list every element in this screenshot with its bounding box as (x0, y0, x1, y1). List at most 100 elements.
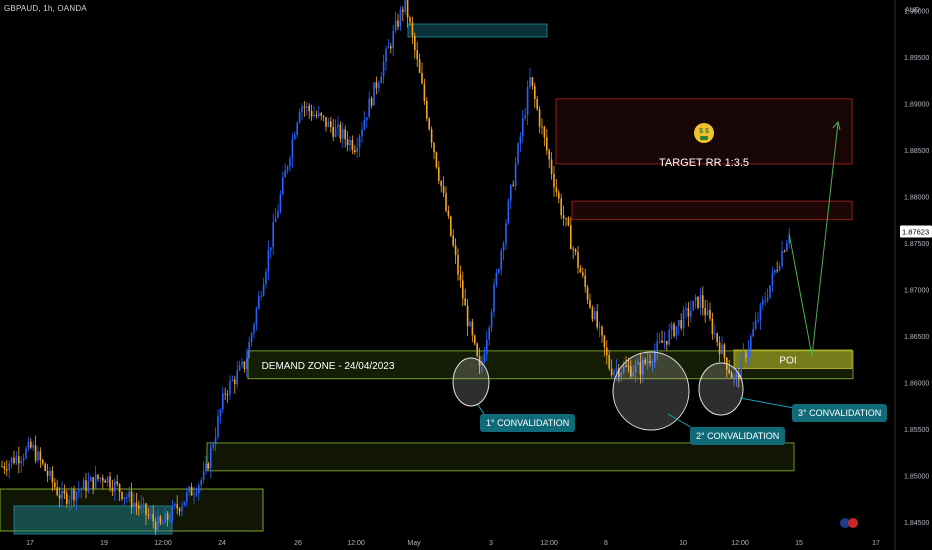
y-tick-label: 1.89500 (904, 55, 929, 62)
candle-body (476, 343, 478, 357)
candle-body (663, 340, 666, 343)
candle-body (1, 466, 3, 468)
candle-body (145, 503, 147, 515)
candle-body (538, 109, 541, 127)
candle-body (680, 320, 682, 329)
target-label: TARGET RR 1:3.5 (659, 157, 749, 169)
candle-body (392, 30, 394, 49)
money-face-eyes: $ $ (699, 128, 709, 135)
candle-body (154, 521, 157, 531)
candle-body (445, 192, 447, 211)
candle-body (428, 118, 430, 130)
candle-body (322, 115, 325, 118)
candle-body (418, 59, 421, 73)
zone-lower-demand-zone (206, 442, 795, 472)
candle-body (258, 295, 260, 309)
candle-body (32, 445, 34, 448)
candle-body (452, 235, 454, 246)
candle-body (183, 501, 186, 506)
candle-body (402, 9, 404, 12)
candle-body (514, 163, 517, 186)
candle-body (735, 373, 738, 378)
candle-body (272, 222, 274, 248)
price-axis-bg (895, 0, 932, 550)
candle-body (627, 366, 630, 368)
candle-body (78, 490, 80, 492)
y-tick-label: 1.86000 (904, 381, 929, 388)
candle-body (450, 216, 452, 236)
candle-body (519, 136, 522, 144)
candle-body (546, 137, 548, 151)
y-tick-label: 1.89000 (904, 102, 929, 109)
candle-body (740, 357, 742, 379)
candle-body (723, 344, 726, 358)
candle-body (8, 463, 10, 471)
candle-body (469, 321, 471, 327)
x-tick-label: 12:00 (154, 540, 172, 547)
candle-body (464, 298, 466, 306)
x-tick-label: 19 (100, 540, 108, 547)
candle-body (574, 249, 577, 253)
connector-1 (477, 404, 485, 415)
candle-body (534, 86, 536, 100)
candle-body (152, 514, 154, 522)
candle-body (339, 124, 342, 139)
candle-body (27, 441, 30, 449)
y-tick-label: 1.88500 (904, 148, 929, 155)
candle-body (582, 272, 584, 276)
candle-body (505, 223, 507, 244)
y-tick-label: 1.88000 (904, 195, 929, 202)
candle-body (738, 373, 740, 379)
candle-body (363, 119, 366, 130)
x-tick-label: 12:00 (731, 540, 749, 547)
candle-body (414, 35, 416, 51)
convalidation-1-ellipse (452, 357, 490, 407)
candle-body (46, 470, 49, 476)
candle-body (481, 361, 483, 366)
candle-body (774, 269, 776, 273)
candle-body (764, 300, 766, 302)
candle-body (728, 369, 730, 373)
candle-body (243, 361, 246, 370)
x-tick-label: 26 (294, 540, 302, 547)
candle-body (164, 513, 166, 524)
candle-body (598, 326, 601, 328)
candle-body (80, 488, 82, 491)
candle-body (114, 481, 116, 492)
candle-body (646, 360, 649, 364)
candle-body (126, 497, 128, 499)
candle-body (651, 362, 654, 364)
candle-body (56, 487, 58, 495)
candle-body (3, 466, 6, 469)
candle-body (656, 341, 658, 352)
candle-body (351, 140, 354, 151)
candle-body (594, 311, 596, 320)
candle-body (567, 218, 570, 226)
candle-body (222, 393, 224, 410)
candle-body (37, 451, 39, 461)
candle-body (142, 503, 145, 505)
candle-body (615, 368, 618, 372)
candle-body (250, 333, 253, 343)
candle-body (488, 327, 490, 340)
candle-body (406, 0, 409, 18)
candle-body (104, 480, 106, 483)
candle-body (262, 284, 265, 296)
candle-body (730, 372, 733, 378)
candle-body (745, 352, 747, 358)
candle-body (776, 269, 778, 271)
candle-body (34, 445, 37, 461)
candle-body (82, 480, 85, 489)
candle-body (579, 267, 582, 273)
candle-body (601, 326, 603, 336)
candle-body (346, 139, 349, 146)
candle-body (176, 504, 178, 509)
candle-body (375, 82, 378, 89)
candle-body (58, 494, 61, 499)
candle-body (454, 245, 457, 256)
candle-body (507, 200, 510, 224)
candle-body (531, 77, 534, 87)
candle-body (678, 320, 680, 327)
